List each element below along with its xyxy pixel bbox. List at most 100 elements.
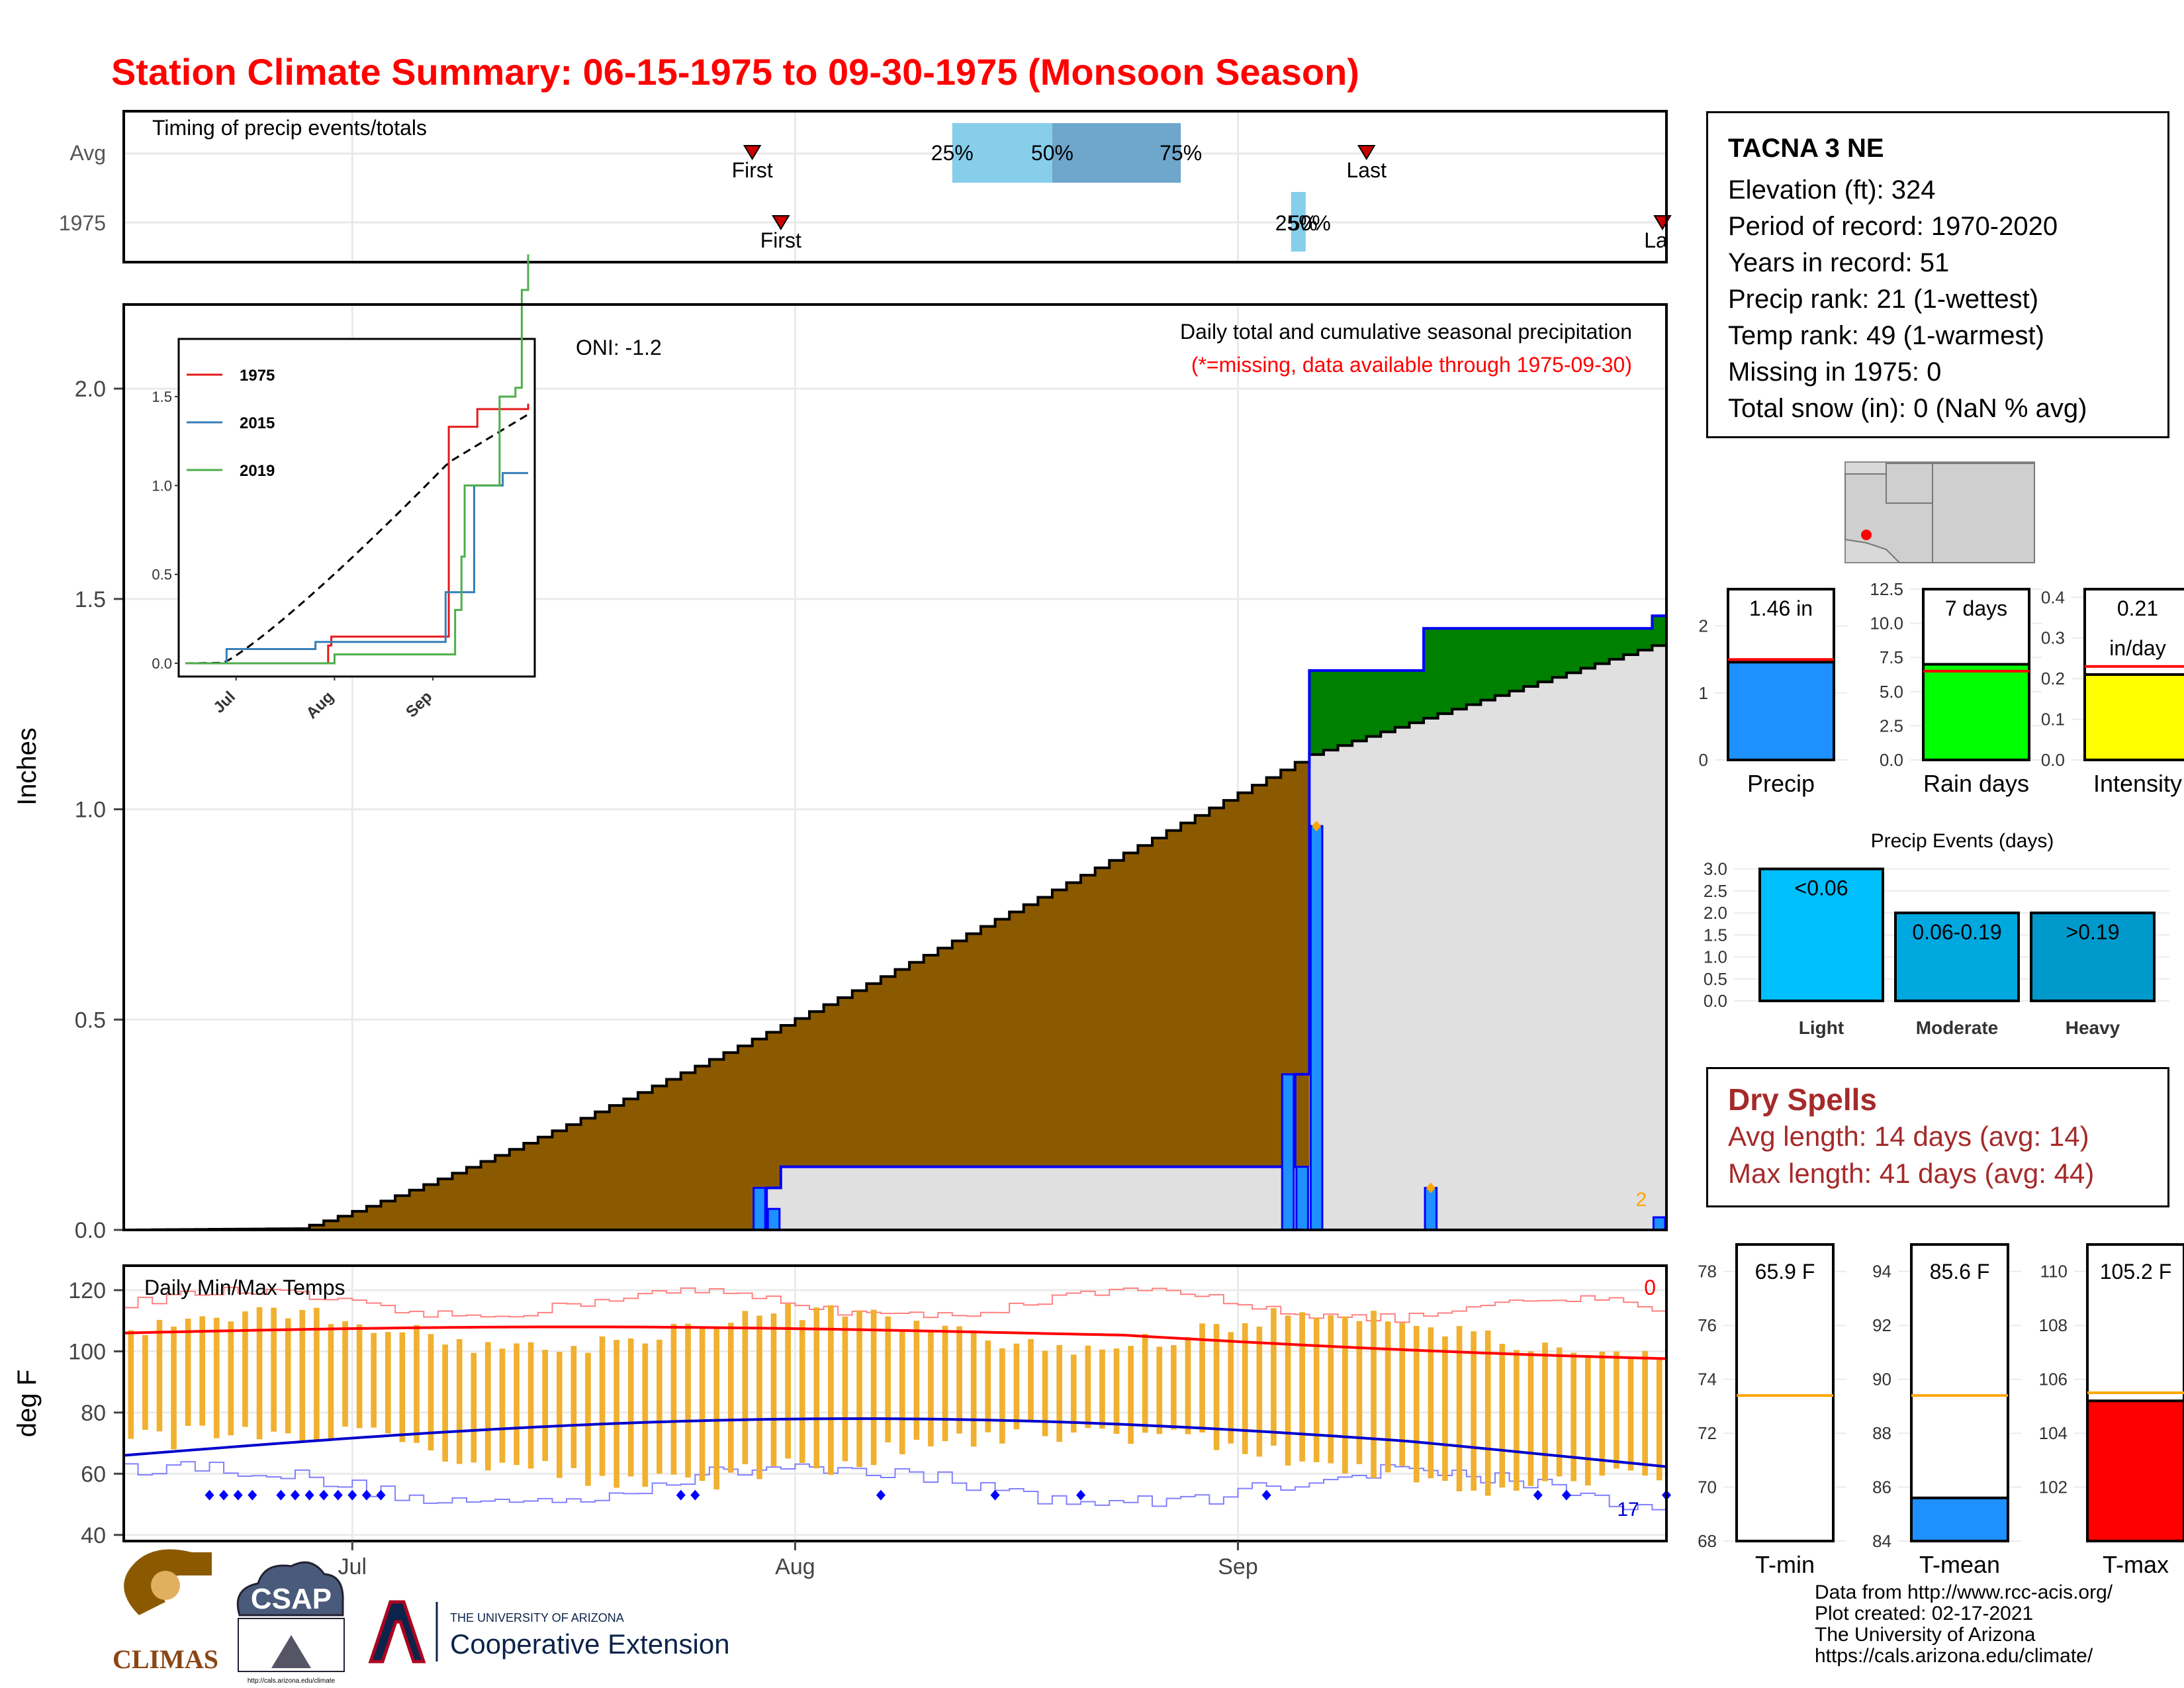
- record-low-marker: [319, 1489, 329, 1501]
- daily-temp-bar: [913, 1321, 920, 1440]
- tbar-ytick: 68: [1698, 1531, 1717, 1551]
- daily-temp-bar: [1542, 1342, 1548, 1481]
- csap-cloud-icon: [236, 1561, 344, 1617]
- summary-ytick: 0.1: [2041, 710, 2065, 729]
- event-bar-heavy: [2030, 912, 2156, 1003]
- inset-avg-line: [185, 413, 529, 665]
- daily-temp-bar: [885, 1316, 891, 1442]
- credits: Data from http://www.rcc-acis.org/ Plot …: [1815, 1582, 2113, 1667]
- daily-temp-bar: [442, 1344, 448, 1462]
- daily-temp-bar: [599, 1336, 606, 1476]
- daily-temp-bar: [527, 1342, 534, 1469]
- temp-bars: 68 70 72 74 76 78 65.9 F T-min 84 86 88 90 92 94 85.6 …: [1698, 1243, 2184, 1578]
- daily-precip-bar: [752, 1186, 766, 1231]
- event-bar-label: >0.19: [2066, 920, 2120, 944]
- daily-temp-bar: [328, 1324, 334, 1440]
- record-low-marker: [233, 1489, 243, 1501]
- daily-temp-bar: [285, 1318, 291, 1434]
- daily-temp-bar: [228, 1321, 234, 1436]
- record-low-marker: [1533, 1489, 1543, 1501]
- daily-temp-bar: [813, 1307, 820, 1469]
- daily-temp-bar: [385, 1332, 391, 1434]
- avg-q1-bar: [952, 123, 1052, 183]
- tbar-ytick: 94: [1872, 1262, 1891, 1282]
- timing-bg: [124, 111, 1666, 262]
- daily-temp-bar: [314, 1307, 320, 1440]
- tbar-category-label: T-mean: [1919, 1551, 2000, 1578]
- daily-temp-bar: [627, 1338, 634, 1477]
- event-category-label: Moderate: [1916, 1017, 1998, 1038]
- daily-temp-bar: [657, 1339, 662, 1474]
- summary-ytick: 2: [1699, 616, 1708, 636]
- daily-temp-bar: [1399, 1323, 1406, 1466]
- daily-temp-bar: [1213, 1324, 1220, 1450]
- tbar-ytick: 70: [1698, 1477, 1717, 1497]
- avg-p25-label: 25%: [931, 141, 974, 165]
- locator-map: [1844, 461, 2035, 563]
- y1975-quartile-bar: [1291, 192, 1306, 252]
- avg-last-marker: [1357, 145, 1376, 160]
- daily-temp-bar: [1356, 1321, 1363, 1464]
- summary-ytick: 0.0: [2041, 750, 2065, 770]
- daily-temp-bar: [942, 1325, 948, 1442]
- daily-temp-bar: [213, 1317, 220, 1438]
- daily-temp-bar: [1328, 1315, 1334, 1464]
- daily-temp-bar: [713, 1327, 720, 1490]
- daily-temp-bar: [1614, 1351, 1619, 1469]
- summary-value-label: 1.46 in: [1749, 596, 1813, 620]
- oni-label: ONI: -1.2: [576, 336, 662, 359]
- daily-temp-bar: [1142, 1334, 1148, 1433]
- daily-temp-bar: [970, 1330, 977, 1447]
- daily-temp-bar: [828, 1305, 834, 1476]
- dry-spells-avg: Avg length: 14 days (avg: 14): [1728, 1121, 2089, 1152]
- daily-temp-bar: [642, 1343, 649, 1487]
- daily-precip-bar: [766, 1207, 781, 1231]
- daily-temp-bar: [1599, 1351, 1606, 1476]
- station-years: Years in record: 51: [1728, 248, 1950, 277]
- daily-temp-bar: [1342, 1316, 1348, 1474]
- station-location-marker: [1861, 530, 1872, 540]
- credit-university: The University of Arizona: [1815, 1624, 2036, 1646]
- y1975-first-label: First: [760, 228, 801, 252]
- record-low-marker: [219, 1489, 229, 1501]
- event-bar-moderate: [1894, 912, 2020, 1003]
- summary-ytick: 12.5: [1870, 579, 1903, 599]
- daily-temp-bar: [299, 1309, 306, 1442]
- daily-temp-bar: [1627, 1357, 1634, 1471]
- dry-spells-box: Dry Spells Avg length: 14 days (avg: 14)…: [1706, 1067, 2169, 1207]
- events-ytick: 2.0: [1704, 903, 1727, 923]
- tbar-ytick: 88: [1872, 1423, 1891, 1443]
- daily-temp-bar: [1584, 1354, 1591, 1486]
- daily-temp-bar: [799, 1320, 805, 1463]
- tbar-ytick: 76: [1698, 1315, 1717, 1335]
- tbar-frame: [1910, 1243, 2009, 1542]
- station-name: TACNA 3 NE: [1728, 134, 1884, 163]
- daily-temp-bar: [1484, 1331, 1491, 1496]
- avg-p50-label: 50%: [1031, 141, 1073, 165]
- daily-temp-bar: [999, 1348, 1005, 1444]
- climas-sun-icon: [151, 1571, 180, 1600]
- daily-temp-bar: [614, 1340, 619, 1488]
- event-bar-label: <0.06: [1795, 876, 1848, 900]
- tbar-ytick: 92: [1872, 1315, 1891, 1335]
- csap-mountain-icon: [271, 1635, 311, 1668]
- daily-temp-bar: [414, 1325, 420, 1443]
- daily-temp-bar: [899, 1330, 905, 1454]
- daily-temp-bar: [1013, 1343, 1020, 1430]
- record-low-marker: [1076, 1489, 1086, 1501]
- avg-last-label: Last: [1347, 158, 1387, 182]
- credit-plot-created: Plot created: 02-17-2021: [1815, 1603, 2034, 1624]
- daily-precip-bar: [1295, 1166, 1309, 1231]
- daily-temp-bar: [770, 1313, 777, 1467]
- credit-data-source: Data from http://www.rcc-acis.org/: [1815, 1581, 2113, 1603]
- summary-ytick: 0.2: [2041, 669, 2065, 688]
- record-low-marker: [276, 1489, 286, 1501]
- month-label: Jul: [338, 1554, 367, 1579]
- y1975-p25-label: 25%: [1275, 211, 1318, 235]
- climas-logo-text: CLIMAS: [113, 1644, 218, 1674]
- temp-title: Daily Min/Max Temps: [144, 1276, 345, 1299]
- record-low-marker: [690, 1489, 700, 1501]
- record-low-marker: [876, 1489, 886, 1501]
- daily-temp-bar: [1042, 1350, 1048, 1436]
